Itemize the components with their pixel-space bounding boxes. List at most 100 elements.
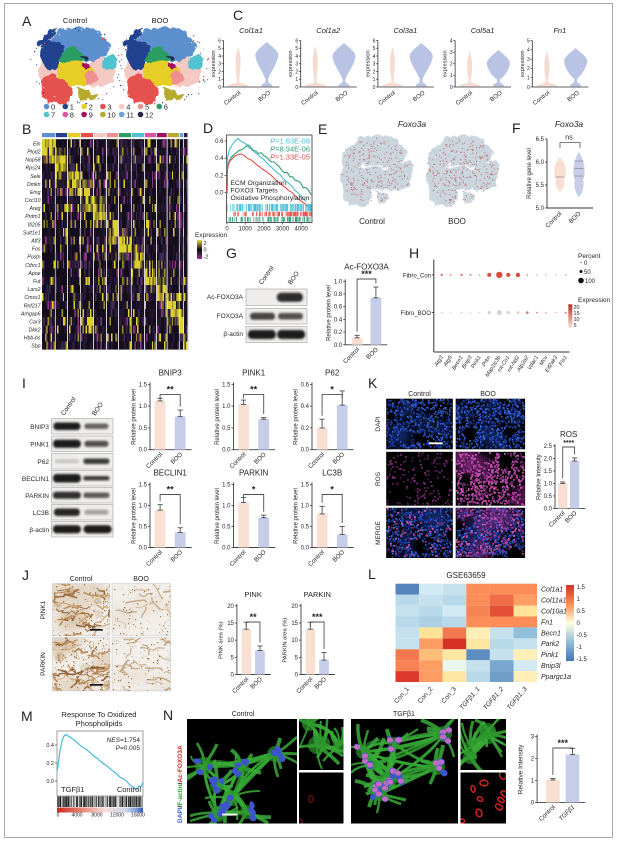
svg-text:Col11a1: Col11a1 (541, 597, 567, 604)
svg-text:PINK1: PINK1 (40, 600, 47, 619)
svg-text:*: * (330, 485, 334, 495)
svg-text:Cxcl10: Cxcl10 (25, 198, 41, 204)
svg-text:expression: expression (211, 50, 217, 77)
svg-text:0: 0 (295, 673, 299, 679)
svg-text:Hbb-bs: Hbb-bs (24, 336, 41, 342)
svg-text:**: ** (167, 384, 175, 394)
svg-text:1.0: 1.0 (334, 279, 343, 285)
svg-text:50: 50 (584, 270, 591, 276)
svg-text:4000: 4000 (71, 813, 82, 819)
svg-text:Fibro_BOO: Fibro_BOO (401, 311, 432, 317)
svg-text:C: C (233, 7, 243, 23)
svg-text:DAPI/F-actin/Ac-FOXO3A: DAPI/F-actin/Ac-FOXO3A (177, 745, 184, 823)
svg-text:Bnip3l: Bnip3l (541, 663, 561, 670)
svg-text:0.5: 0.5 (577, 609, 586, 615)
svg-text:Control: Control (408, 391, 431, 398)
svg-text:PINK: PINK (244, 590, 262, 599)
svg-text:3: 3 (218, 62, 221, 68)
svg-text:5: 5 (295, 655, 299, 661)
svg-text:FOXO3 Targets: FOXO3 Targets (231, 188, 279, 195)
svg-text:0: 0 (577, 621, 581, 627)
svg-text:Relative protein level: Relative protein level (294, 389, 300, 445)
svg-text:1.0: 1.0 (222, 504, 231, 510)
svg-text:Arhgap6: Arhgap6 (20, 311, 41, 317)
svg-text:Ac-FOXO3A: Ac-FOXO3A (207, 294, 244, 301)
svg-text:0: 0 (218, 85, 221, 91)
svg-text:Relative protein level: Relative protein level (327, 285, 333, 341)
svg-text:20: 20 (574, 305, 580, 311)
svg-text:PARKIN: PARKIN (239, 469, 268, 478)
svg-text:100: 100 (585, 279, 596, 285)
svg-text:Emg: Emg (30, 190, 41, 196)
svg-text:ECM Organization: ECM Organization (231, 180, 287, 187)
svg-text:4: 4 (295, 54, 298, 60)
svg-text:2: 2 (527, 66, 530, 72)
svg-text:Nop58: Nop58 (25, 158, 40, 164)
svg-text:Relative protein level: Relative protein level (215, 488, 221, 544)
svg-text:0.5: 0.5 (139, 426, 148, 432)
svg-text:LC3B: LC3B (33, 510, 49, 517)
svg-text:Rps24: Rps24 (26, 166, 41, 172)
svg-text:-0.5: -0.5 (577, 633, 588, 639)
svg-text:TGFβ1: TGFβ1 (393, 711, 415, 718)
svg-text:GSE63659: GSE63659 (446, 571, 486, 580)
svg-text:5: 5 (295, 46, 298, 52)
svg-text:16000: 16000 (131, 813, 145, 819)
svg-text:2.5: 2.5 (544, 444, 553, 450)
svg-text:Relative protein level: Relative protein level (132, 488, 138, 544)
svg-text:Sele: Sele (30, 174, 40, 180)
svg-text:P=0.005: P=0.005 (116, 745, 141, 752)
svg-text:4: 4 (450, 38, 453, 44)
svg-text:**: ** (250, 612, 258, 622)
svg-text:P=1.33E-05: P=1.33E-05 (270, 153, 310, 162)
svg-text:1: 1 (295, 77, 298, 83)
svg-text:ROS: ROS (560, 430, 577, 439)
svg-text:1: 1 (373, 77, 376, 83)
svg-text:Ppargc1a: Ppargc1a (541, 674, 571, 681)
svg-text:****: **** (563, 440, 574, 447)
svg-text:PINK1: PINK1 (30, 442, 49, 449)
svg-text:BNIP3: BNIP3 (159, 368, 183, 377)
svg-text:Foxo3a: Foxo3a (398, 119, 427, 129)
svg-text:0.0: 0.0 (222, 448, 231, 454)
svg-text:-1.5: -1.5 (577, 657, 588, 663)
svg-text:Col1a1: Col1a1 (239, 26, 263, 35)
svg-text:0.0: 0.0 (222, 546, 231, 552)
svg-text:10: 10 (574, 317, 580, 323)
svg-text:Control: Control (117, 785, 142, 794)
svg-text:Response To Oxidized: Response To Oxidized (62, 710, 137, 719)
svg-text:5: 5 (218, 46, 221, 52)
svg-text:expression: expression (520, 50, 526, 77)
svg-text:0: 0 (450, 85, 453, 91)
svg-text:***: *** (361, 269, 372, 279)
svg-text:BOO: BOO (152, 16, 169, 25)
svg-text:0.2: 0.2 (46, 761, 54, 767)
svg-text:3: 3 (295, 62, 298, 68)
svg-text:5: 5 (574, 323, 577, 329)
svg-text:Fn1: Fn1 (541, 619, 553, 626)
svg-text:6: 6 (164, 103, 168, 112)
svg-text:Plod2: Plod2 (27, 150, 40, 156)
svg-text:Eln: Eln (33, 141, 41, 147)
svg-text:Relative Intensity: Relative Intensity (518, 744, 525, 794)
svg-text:Fos: Fos (32, 247, 41, 253)
svg-text:1.0: 1.0 (222, 404, 231, 410)
svg-text:Areg: Areg (29, 206, 41, 212)
svg-text:Expression: Expression (578, 297, 611, 304)
svg-text:Atf3: Atf3 (30, 239, 40, 245)
svg-text:*: * (252, 485, 256, 495)
svg-text:15: 15 (291, 621, 298, 627)
svg-text:BOO: BOO (133, 576, 149, 583)
svg-text:Sult1e1: Sult1e1 (23, 230, 41, 236)
svg-text:0.4: 0.4 (301, 404, 310, 410)
svg-text:0.4: 0.4 (46, 743, 54, 749)
svg-text:F: F (512, 120, 521, 136)
svg-text:1: 1 (450, 73, 453, 79)
svg-text:0.4: 0.4 (215, 156, 224, 162)
svg-text:BOO: BOO (480, 391, 496, 398)
svg-text:0: 0 (204, 248, 207, 254)
svg-text:1: 1 (218, 77, 221, 83)
svg-text:BECLIN1: BECLIN1 (153, 469, 187, 478)
svg-text:expression: expression (365, 50, 371, 77)
svg-text:-1: -1 (577, 645, 583, 651)
